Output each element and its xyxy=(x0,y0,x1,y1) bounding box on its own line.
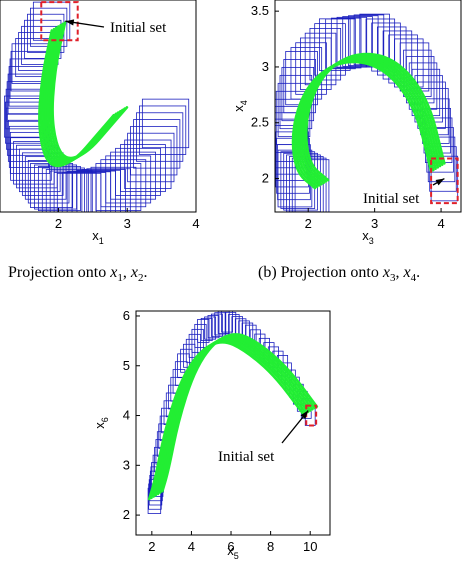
x-tick-label: 2 xyxy=(148,539,155,554)
reach-set-box xyxy=(304,32,337,86)
trajectory-line xyxy=(304,52,446,182)
reach-set-box xyxy=(41,167,85,212)
x-axis-label-sub: 1 xyxy=(99,236,104,246)
reach-set-box xyxy=(214,312,227,336)
reach-set-box xyxy=(314,23,346,76)
annotation-label: Initial set xyxy=(363,191,420,207)
reach-set-box xyxy=(141,98,190,149)
y-axis-label-sub: 6 xyxy=(100,417,110,422)
reach-set-box xyxy=(294,159,330,212)
arrowhead xyxy=(65,19,75,26)
annotation-label: Initial set xyxy=(110,20,167,36)
reach-set-box xyxy=(100,159,147,208)
x-tick-label: 2 xyxy=(305,216,312,231)
x-tick-label: 6 xyxy=(227,539,234,554)
reach-set-box xyxy=(224,311,237,335)
caption-b-var1: x xyxy=(382,264,390,281)
reach-set-box xyxy=(115,147,161,196)
y-axis-label-sub: 4 xyxy=(239,100,249,105)
x-tick-label: 4 xyxy=(192,216,199,231)
caption-a: Projection onto x1, x2. xyxy=(8,264,148,285)
reach-set-box xyxy=(105,155,152,204)
x-tick-label: 3 xyxy=(124,216,131,231)
x-axis-label: x3 xyxy=(362,228,374,246)
reach-set-box xyxy=(228,314,240,337)
reach-set-box xyxy=(336,16,368,68)
axes-frame xyxy=(0,0,197,213)
y-tick-label: 3 xyxy=(262,59,269,74)
reach-set-box xyxy=(21,152,64,196)
reach-set-box xyxy=(76,169,121,212)
reach-set-box xyxy=(204,316,217,340)
reach-set-box xyxy=(217,311,230,334)
reach-set-box xyxy=(319,18,351,71)
panel-b: 2 3 4 2 2.5 3 3.5 x3 x4 Initial set xyxy=(231,0,462,246)
reach-set-box xyxy=(210,313,223,337)
reach-set-box xyxy=(221,311,233,333)
reach-set-box xyxy=(309,28,342,81)
caption-b-sub1: 3 xyxy=(389,272,396,285)
y-tick-label: 6 xyxy=(123,308,130,323)
reach-set-box xyxy=(90,166,137,212)
caption-b-sub2: 4 xyxy=(410,272,417,285)
initial-set-box xyxy=(430,157,459,205)
x-axis-label: x1 xyxy=(92,228,104,246)
reach-set-box xyxy=(71,170,116,212)
x-tick-label: 8 xyxy=(267,539,274,554)
x-tick-label: 4 xyxy=(188,539,195,554)
axes-frame xyxy=(135,310,331,536)
y-tick-label: 5 xyxy=(123,358,130,373)
reach-set-box xyxy=(81,169,126,212)
reach-set-box xyxy=(127,132,175,183)
y-tick-label: 2 xyxy=(262,171,269,186)
reach-set-box xyxy=(130,125,178,176)
y-tick-label: 2 xyxy=(123,507,130,522)
panel-a: 2 3 4 x1 Initial set xyxy=(0,0,200,246)
y-axis-label: x6 xyxy=(92,417,110,429)
caption-b: (b) Projection onto x3, x4. xyxy=(258,264,421,285)
reach-set-box xyxy=(49,170,93,212)
reach-set-box xyxy=(342,16,373,67)
y-tick-label: 3 xyxy=(123,457,130,472)
trajectory-line xyxy=(161,333,319,493)
reach-set-box xyxy=(139,105,187,155)
y-tick-label: 3.5 xyxy=(251,3,269,18)
annotation-label: Initial set xyxy=(218,449,275,465)
reach-set-box xyxy=(45,169,89,212)
y-axis-label: x4 xyxy=(231,100,249,112)
reach-set-box xyxy=(207,315,220,339)
caption-b-var2: x xyxy=(403,264,411,281)
reach-set-box xyxy=(124,139,172,189)
plot-area xyxy=(147,311,319,514)
caption-b-prefix: (b) Projection onto xyxy=(258,264,383,281)
reach-set-box xyxy=(348,15,379,66)
reach-set-box xyxy=(136,112,184,162)
x-tick-label: 2 xyxy=(55,216,62,231)
reach-set-box xyxy=(95,163,142,211)
caption-a-sub2: 2 xyxy=(137,272,144,285)
arrowhead xyxy=(300,410,309,420)
caption-a-var1: x xyxy=(110,264,118,281)
arrowhead xyxy=(435,178,445,186)
reach-set-box xyxy=(133,119,181,169)
initial-set-box xyxy=(40,1,79,42)
x-tick-label: 4 xyxy=(437,216,444,231)
caption-a-sub1: 1 xyxy=(117,272,123,285)
caption-a-var2: x xyxy=(130,264,138,281)
x-axis-label-sub: 3 xyxy=(369,236,374,246)
y-tick-label: 4 xyxy=(123,408,130,423)
plot-area xyxy=(275,13,459,212)
x-tick-label: 3 xyxy=(371,216,378,231)
caption-a-prefix: Projection onto xyxy=(8,264,111,281)
axes-frame xyxy=(274,0,462,213)
x-axis-label-sub: 5 xyxy=(234,551,239,561)
x-axis-label: x5 xyxy=(227,543,239,561)
plot-area xyxy=(4,1,190,212)
reach-set-box xyxy=(19,148,61,193)
x-tick-label: 10 xyxy=(303,539,317,554)
y-tick-label: 2.5 xyxy=(251,115,269,130)
trajectory-line xyxy=(51,21,129,160)
